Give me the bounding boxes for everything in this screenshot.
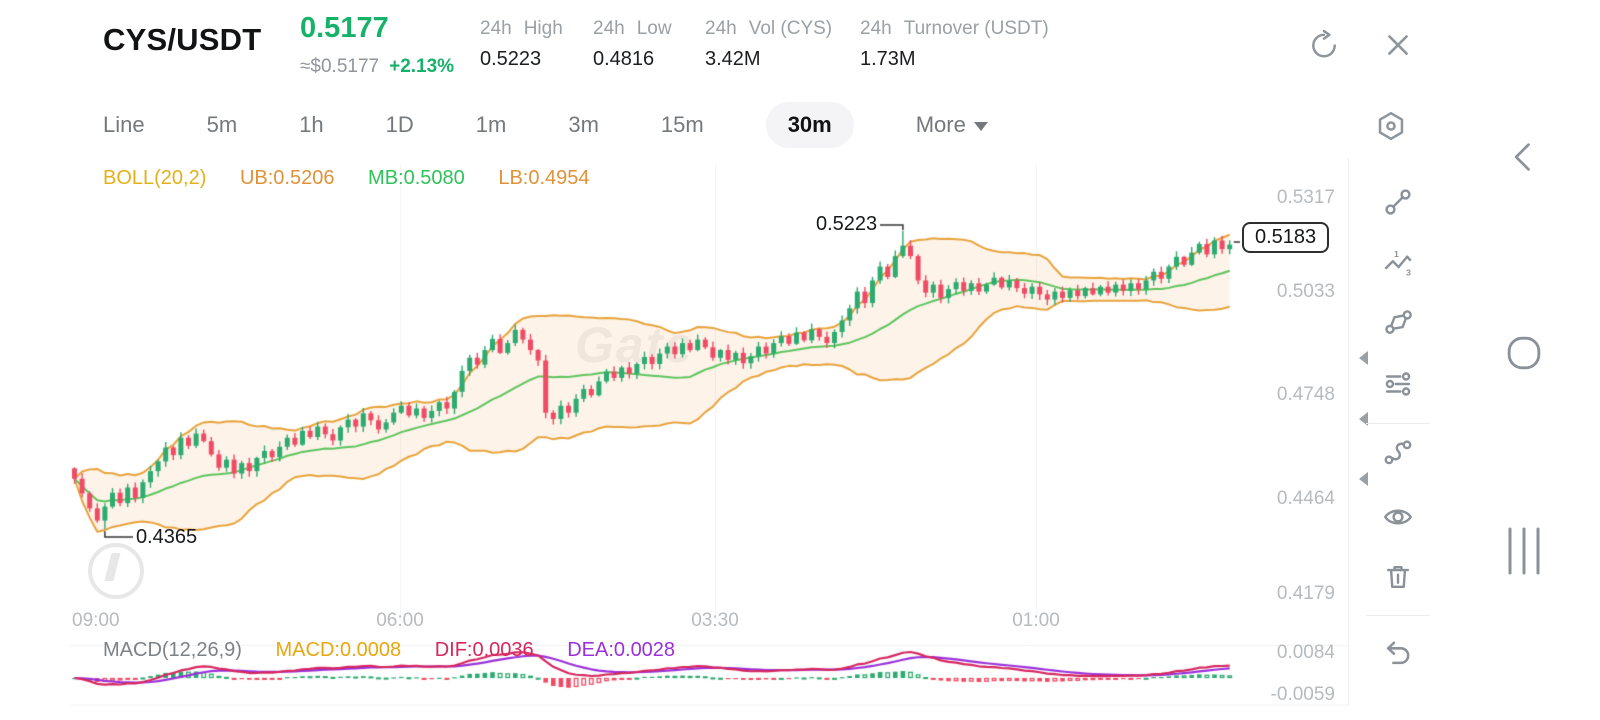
tab-1m[interactable]: 1m (475, 112, 507, 137)
y-axis-tick: 0.4748 (1276, 384, 1335, 405)
candlestick-chart-canvas[interactable] (70, 158, 1348, 706)
toolbar-divider (1366, 423, 1430, 424)
stat-24h-high: 24h High 0.5223 (480, 18, 563, 71)
boll-indicator-row: BOLL(20,2) UB:0.5206 MB:0.5080 LB:0.4954 (103, 167, 618, 190)
delete-icon (1386, 565, 1410, 589)
close-button[interactable] (1383, 30, 1413, 60)
nav-recents-button[interactable] (1504, 526, 1544, 576)
last-price: 0.5177 (300, 12, 389, 44)
nav-home-button[interactable] (1505, 334, 1543, 372)
stat-name: Vol (CYS) (748, 18, 833, 39)
dropdown-caret-icon (973, 121, 988, 131)
nav-back-button[interactable] (1506, 139, 1542, 175)
levels-tool-button[interactable] (1383, 369, 1413, 399)
y-axis-tick: 0.4179 (1276, 583, 1335, 604)
high-price-annotation: 0.5223 (816, 213, 878, 235)
refresh-icon (1312, 30, 1336, 58)
macd-y-tick: 0.0084 (1276, 642, 1335, 663)
collapse-left-icon[interactable] (1359, 472, 1368, 486)
stat-name: High (523, 18, 563, 39)
pair-title: CYS/USDT (103, 22, 262, 57)
chart-panel: Gate BOLL(20,2) UB:0.5206 MB:0.5080 LB:0… (70, 158, 1349, 706)
brush-tool-button[interactable] (1383, 437, 1413, 467)
back-icon (1514, 143, 1530, 171)
y-axis-tick: 0.5317 (1276, 187, 1335, 208)
tab-5m[interactable]: 5m (206, 112, 238, 137)
refresh-button[interactable] (1309, 30, 1339, 60)
undo-button[interactable] (1383, 637, 1413, 667)
collapse-left-icon[interactable] (1359, 351, 1368, 365)
stat-period: 24h (480, 18, 512, 39)
stat-24h-turnover: 24h Turnover (USDT) 1.73M (860, 18, 1049, 71)
boll-mb-value: MB:0.5080 (368, 167, 465, 189)
low-price-annotation: 0.4365 (136, 526, 198, 548)
stat-period: 24h (705, 18, 737, 39)
tab-30m[interactable]: 30m (765, 102, 854, 148)
stat-24h-vol: 24h Vol (CYS) 3.42M (705, 18, 832, 71)
stat-value: 1.73M (860, 48, 916, 70)
price-subrow: ≈$0.5177 +2.13% (300, 56, 454, 78)
timeframe-tabs: Line 5m 1h 1D 1m 3m 15m 30m More (103, 100, 988, 150)
tab-more[interactable]: More (916, 112, 988, 138)
close-icon (1388, 35, 1408, 55)
tab-line[interactable]: Line (103, 112, 145, 137)
recents-icon (1508, 527, 1540, 575)
y-axis-tick: 0.4464 (1276, 488, 1335, 509)
delete-button[interactable] (1383, 562, 1413, 592)
dea-value: DEA:0.0028 (567, 639, 676, 661)
boll-label: BOLL(20,2) (103, 167, 207, 189)
stat-name: Low (636, 18, 672, 39)
brush-tool-icon (1384, 440, 1412, 465)
stat-24h-low: 24h Low 0.4816 (593, 18, 672, 71)
macd-label: MACD(12,26,9) (103, 639, 242, 661)
undo-icon (1386, 641, 1410, 665)
tab-1h[interactable]: 1h (299, 112, 324, 137)
toolbar-divider (1366, 615, 1430, 616)
boll-ub-value: UB:0.5206 (239, 167, 335, 189)
macd-y-tick: -0.0059 (1270, 684, 1335, 705)
tab-1d[interactable]: 1D (385, 112, 414, 137)
stat-value: 0.4816 (593, 48, 655, 70)
trend-line-tool-icon (1385, 189, 1411, 215)
wave-tool-icon: 1 3 (1384, 249, 1412, 278)
svg-text:1: 1 (1394, 249, 1399, 259)
x-axis-tick: 03:30 (691, 610, 739, 631)
indicator-settings-button[interactable] (1375, 110, 1407, 142)
change-percent: +2.13% (389, 56, 455, 77)
tab-3m[interactable]: 3m (568, 112, 599, 137)
x-axis-tick: 06:00 (376, 610, 424, 631)
visibility-button[interactable] (1383, 502, 1413, 532)
visibility-icon (1383, 509, 1413, 525)
collapse-left-icon[interactable] (1359, 412, 1368, 426)
dif-value: DIF:0.0036 (434, 639, 534, 661)
y-axis-tick: 0.5033 (1276, 281, 1335, 302)
boll-lb-value: LB:0.4954 (498, 167, 590, 189)
wave-tool-button[interactable]: 1 3 (1383, 248, 1413, 278)
home-icon (1507, 336, 1541, 370)
tab-15m[interactable]: 15m (660, 112, 704, 137)
x-axis-tick: 01:00 (1012, 610, 1060, 631)
drawing-toolbar: 1 3 (1352, 158, 1444, 706)
macd-value: MACD:0.0008 (275, 639, 402, 661)
stat-name: Turnover (USDT) (903, 18, 1049, 39)
macd-indicator-row: MACD(12,26,9) MACD:0.0008 DIF:0.0036 DEA… (103, 639, 703, 662)
shape-tool-icon (1385, 310, 1412, 335)
stat-value: 3.42M (705, 48, 761, 70)
shape-tool-button[interactable] (1383, 308, 1413, 338)
trend-line-tool-button[interactable] (1383, 187, 1413, 217)
stat-period: 24h (860, 18, 892, 39)
indicator-settings-icon (1378, 111, 1404, 141)
x-axis-tick: 09:00 (72, 610, 120, 631)
more-label: More (915, 112, 966, 137)
stat-period: 24h (593, 18, 625, 39)
svg-text:3: 3 (1406, 268, 1411, 278)
levels-tool-icon (1385, 372, 1411, 396)
stat-value: 0.5223 (480, 48, 542, 70)
fiat-price: ≈$0.5177 (300, 56, 380, 77)
last-price-tag: 0.5183 (1242, 222, 1330, 253)
